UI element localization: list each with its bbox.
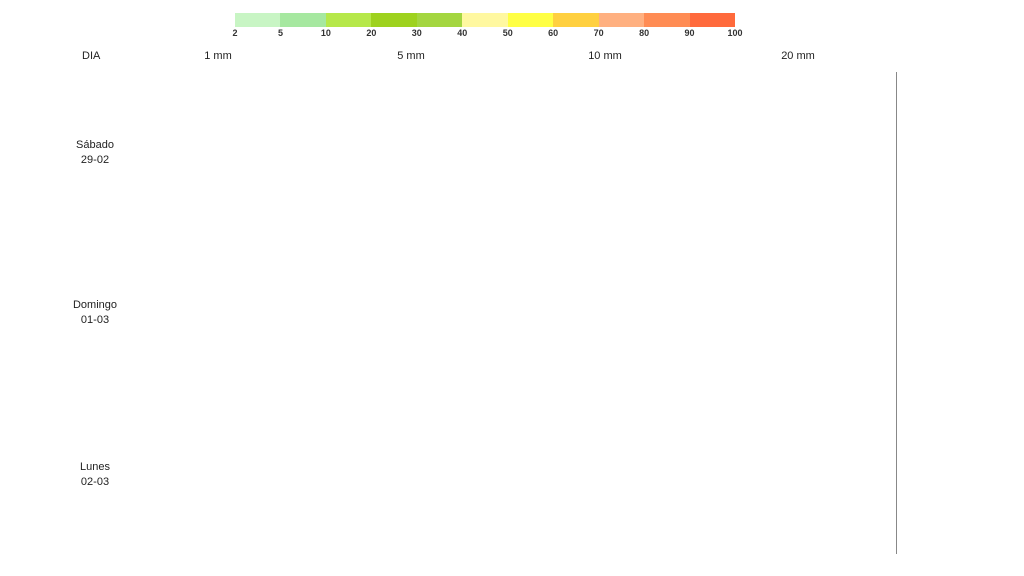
column-header-20mm: 20 mm [781,50,815,62]
legend-label: 90 [684,28,695,38]
legend-swatch [325,13,372,27]
legend-label: 100 [727,28,743,38]
row-day: Sábado [76,139,114,151]
legend-swatch [598,13,645,27]
color-legend [235,13,735,27]
legend-label: 60 [548,28,559,38]
legend-swatch [416,13,463,27]
legend-label: 40 [457,28,468,38]
row-day: Lunes [80,461,110,473]
column-header-10mm: 10 mm [588,50,622,62]
legend-label: 2 [232,28,238,38]
legend-swatch [280,13,326,27]
legend-label: 70 [593,28,604,38]
row-date: 02-03 [80,476,110,488]
legend-label: 10 [320,28,331,38]
column-header-5mm: 5 mm [397,50,425,62]
dia-header: DIA [82,50,101,62]
legend-swatch [689,13,735,27]
legend-labels: 2 5 10 20 30 40 50 60 70 80 90 100 [232,28,742,40]
legend-swatch [462,13,508,27]
legend-label: 5 [277,28,283,38]
row-date: 29-02 [80,154,110,166]
legend-swatch [507,13,554,27]
row-day: Domingo [72,299,118,311]
row-label-saturday: Sábado 29-02 [60,138,130,168]
legend-label: 80 [639,28,650,38]
legend-swatch [235,13,281,27]
legend-swatch [371,13,417,27]
grid-frame-line [896,72,897,554]
legend-swatch [553,13,599,27]
row-label-monday: Lunes 02-03 [60,460,130,490]
row-date: 01-03 [80,314,110,326]
legend-label: 30 [411,28,422,38]
column-header-1mm: 1 mm [204,50,232,62]
legend-swatch [644,13,690,27]
row-label-sunday: Domingo 01-03 [60,298,130,328]
legend-label: 50 [502,28,513,38]
legend-label: 20 [366,28,377,38]
